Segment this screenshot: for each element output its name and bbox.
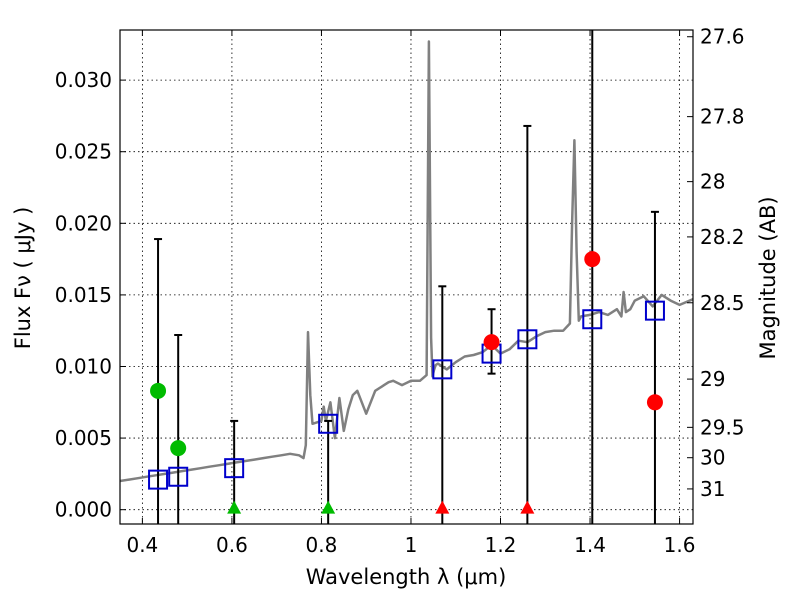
- y-axis-title-text: Flux Fν ( μJy ): [11, 207, 35, 350]
- upper-limit-triangle: [321, 500, 336, 514]
- y-axis-title: Flux Fν ( μJy ): [11, 207, 35, 350]
- y-tick-label: 0.015: [55, 283, 112, 307]
- y-tick-label: 0.020: [55, 211, 112, 235]
- upper-limit-triangle: [435, 500, 450, 514]
- x-tick-label: 1.2: [485, 533, 517, 557]
- model-photometry-square: [432, 359, 453, 380]
- y-tick-label: 0.025: [55, 140, 112, 164]
- x-tick-label: 1.6: [664, 533, 696, 557]
- detection-point: [646, 394, 663, 411]
- right-tick-label: 30: [700, 446, 725, 470]
- model-photometry-square: [517, 329, 538, 350]
- model-photometry-square: [224, 458, 245, 479]
- right-tick-label: 27.6: [700, 25, 745, 49]
- model-photometry-square: [168, 466, 189, 487]
- right-tick-label: 28: [700, 170, 725, 194]
- right-tick-label: 29.5: [700, 415, 745, 439]
- right-tick-label: 28.5: [700, 291, 745, 315]
- detection-point: [584, 251, 601, 268]
- errorbar-layer: [154, 30, 659, 524]
- y-tick-label: 0.000: [55, 498, 112, 522]
- upper-limit-triangle: [520, 500, 535, 514]
- right-axis-title-text: Magnitude (AB): [756, 196, 780, 359]
- right-tick-label: 29: [700, 367, 725, 391]
- model-photometry-square: [318, 413, 339, 434]
- label-layer: 0.4 0.6 0.8 1 1.2 1.4 1.6 0.000 0.005 0.010 0.015 0…: [55, 25, 745, 557]
- upper-limit-triangle: [227, 500, 242, 514]
- y-tick-label: 0.010: [55, 354, 112, 378]
- right-tick-label: 31: [700, 477, 725, 501]
- grid-layer: [120, 30, 693, 524]
- right-axis-title: Magnitude (AB): [756, 196, 780, 359]
- x-tick-label: 0.6: [216, 533, 248, 557]
- detection-point: [170, 440, 187, 457]
- marker-layer: [148, 251, 665, 514]
- model-photometry-square: [644, 300, 665, 321]
- detection-point: [150, 382, 167, 399]
- spectrum-layer: [119, 40, 694, 483]
- model-photometry-square: [148, 469, 169, 490]
- y-tick-label: 0.005: [55, 426, 112, 450]
- right-tick-label: 28.2: [700, 225, 745, 249]
- x-axis-title-text: Wavelength λ (μm): [306, 565, 507, 589]
- spectrum-line: [119, 40, 694, 483]
- tick-layer: [120, 30, 693, 524]
- x-tick-label: 0.4: [126, 533, 158, 557]
- x-tick-label: 1: [405, 533, 418, 557]
- x-tick-label: 1.4: [574, 533, 606, 557]
- detection-point: [483, 334, 500, 351]
- x-axis-title: Wavelength λ (μm): [306, 565, 507, 589]
- y-tick-label: 0.030: [55, 68, 112, 92]
- right-tick-label: 27.8: [700, 105, 745, 129]
- plot-frame: [119, 29, 694, 525]
- x-tick-label: 0.8: [306, 533, 338, 557]
- model-photometry-square: [582, 309, 603, 330]
